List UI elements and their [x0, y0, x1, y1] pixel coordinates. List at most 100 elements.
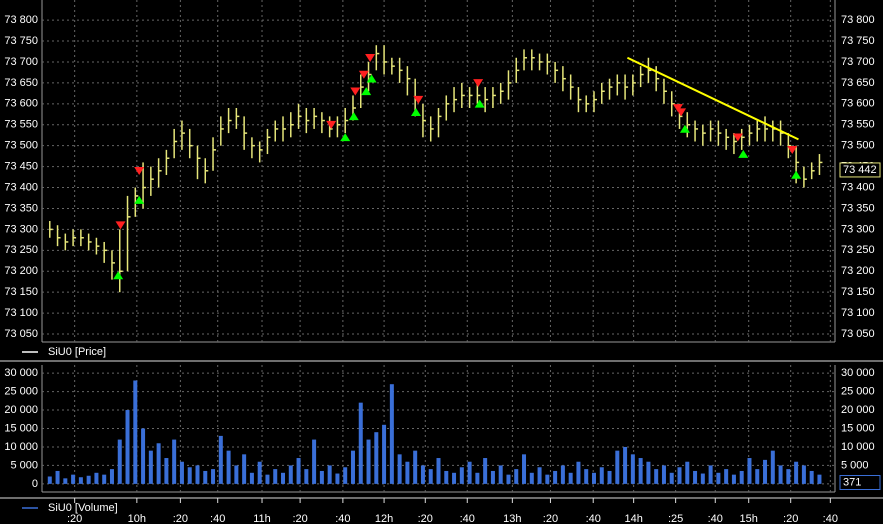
- volume-bar: [475, 472, 480, 484]
- y-tick-label: 0: [32, 478, 38, 490]
- volume-bar: [218, 435, 223, 484]
- y-tick-label: 73 700: [4, 56, 38, 68]
- volume-bar: [172, 439, 177, 484]
- volume-bar: [716, 472, 721, 484]
- volume-bar: [522, 454, 527, 484]
- volume-bar: [708, 465, 713, 484]
- x-tick-label: :40: [460, 513, 475, 524]
- x-tick-label: 13h: [503, 513, 521, 524]
- volume-bar: [358, 402, 363, 484]
- volume-bar: [452, 472, 457, 484]
- volume-bar: [63, 478, 68, 484]
- volume-bar: [623, 446, 628, 484]
- volume-bar: [413, 450, 418, 484]
- volume-bar: [203, 470, 208, 484]
- volume-bar: [661, 465, 666, 484]
- sell-signal: [365, 53, 376, 62]
- volume-bar: [739, 470, 744, 484]
- volume-bar: [234, 465, 239, 484]
- volume-bar: [537, 467, 542, 484]
- legend-label: SiU0 [Price]: [48, 346, 106, 358]
- volume-bar: [257, 461, 262, 484]
- trendline: [626, 56, 799, 141]
- buy-signal: [340, 133, 351, 142]
- volume-bar: [677, 467, 682, 484]
- x-tick-label: :40: [823, 513, 838, 524]
- buy-signal: [361, 87, 372, 96]
- volume-bar: [164, 458, 169, 484]
- volume-bar: [296, 458, 301, 484]
- buy-signal: [738, 149, 749, 158]
- volume-bar: [226, 450, 231, 484]
- sell-signal: [115, 221, 126, 230]
- volume-bar: [693, 470, 698, 484]
- y-tick-label: 73 450: [4, 161, 38, 173]
- x-tick-label: 14h: [624, 513, 642, 524]
- volume-bar: [420, 465, 425, 484]
- y-tick-label: 73 700: [841, 56, 875, 68]
- x-tick-label: 11h: [253, 513, 271, 524]
- volume-bar: [654, 469, 659, 484]
- volume-bar: [125, 410, 130, 484]
- y-tick-label: 73 400: [841, 181, 875, 193]
- buy-signal: [366, 74, 377, 83]
- y-tick-label: 10 000: [4, 441, 38, 453]
- buy-signal: [679, 124, 690, 133]
- y-tick-label: 73 250: [841, 244, 875, 256]
- sell-signal: [413, 95, 424, 104]
- volume-bar: [86, 475, 91, 484]
- y-tick-label: 73 400: [4, 181, 38, 193]
- volume-bar: [109, 469, 114, 484]
- y-tick-label: 5 000: [841, 459, 869, 471]
- volume-bar: [195, 465, 200, 484]
- volume-bar: [281, 472, 286, 484]
- sell-signal: [676, 108, 687, 117]
- buy-signal: [791, 170, 802, 179]
- y-tick-label: 30 000: [841, 367, 875, 379]
- volume-bar: [630, 454, 635, 484]
- sell-signal: [134, 166, 145, 175]
- volume-bar: [755, 469, 760, 484]
- volume-bar: [599, 467, 604, 484]
- y-tick-label: 73 150: [841, 286, 875, 298]
- last-value-label: 73 442: [843, 164, 877, 176]
- volume-bar: [801, 465, 806, 484]
- y-tick-label: 15 000: [4, 422, 38, 434]
- x-tick-label: :40: [708, 513, 723, 524]
- y-tick-label: 20 000: [841, 404, 875, 416]
- volume-bar: [576, 461, 581, 484]
- volume-bar: [436, 458, 441, 484]
- volume-bar: [335, 473, 340, 484]
- volume-bar: [553, 470, 558, 484]
- y-tick-label: 30 000: [4, 367, 38, 379]
- volume-bar: [327, 465, 332, 484]
- volume-bar: [428, 469, 433, 484]
- y-tick-label: 73 750: [4, 35, 38, 47]
- volume-bar: [506, 474, 511, 484]
- volume-bar: [545, 474, 550, 484]
- sell-signal: [326, 120, 337, 129]
- volume-bar: [584, 469, 589, 484]
- volume-bar: [374, 432, 379, 484]
- volume-bar: [809, 470, 814, 484]
- y-tick-label: 73 350: [841, 202, 875, 214]
- volume-bar: [94, 472, 99, 484]
- y-tick-label: 73 350: [4, 202, 38, 214]
- y-tick-label: 73 250: [4, 244, 38, 256]
- volume-bar: [490, 470, 495, 484]
- volume-bar: [71, 474, 76, 484]
- volume-bar: [405, 461, 410, 484]
- y-tick-label: 73 600: [4, 98, 38, 110]
- volume-bar: [211, 469, 216, 484]
- y-tick-label: 10 000: [841, 441, 875, 453]
- y-tick-label: 73 100: [841, 307, 875, 319]
- last-value-box: [839, 162, 881, 178]
- y-tick-label: 73 100: [4, 307, 38, 319]
- y-tick-label: 25 000: [841, 385, 875, 397]
- volume-bar: [148, 450, 153, 484]
- y-tick-label: 20 000: [4, 404, 38, 416]
- volume-bar: [141, 428, 146, 484]
- volume-bar: [591, 472, 596, 484]
